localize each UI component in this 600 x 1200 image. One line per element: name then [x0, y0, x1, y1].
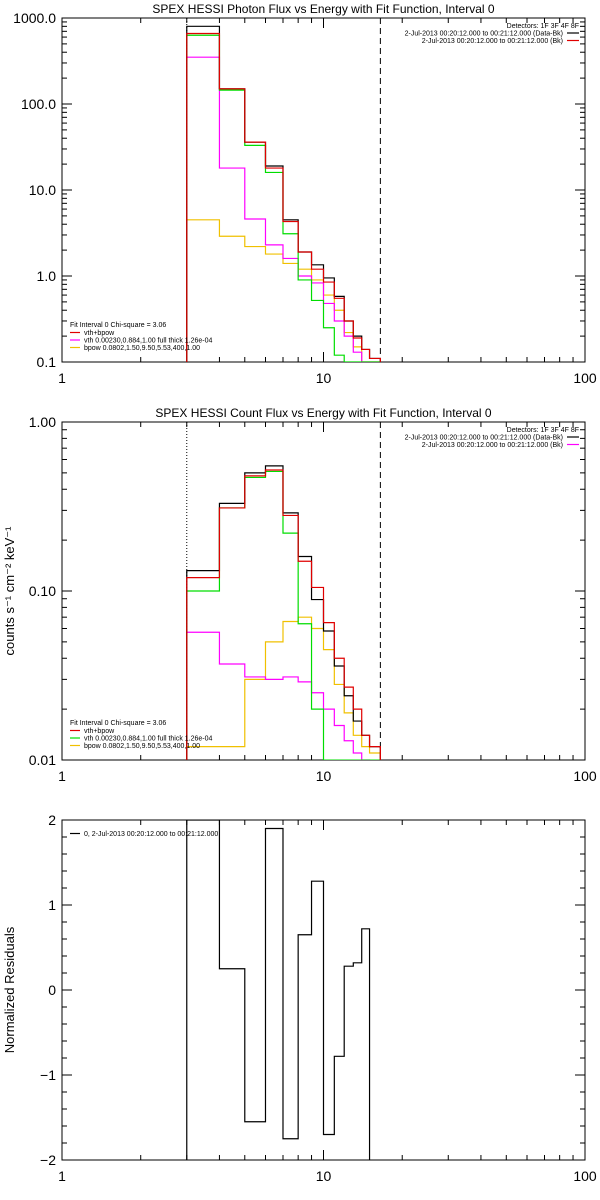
- legend-label: 2-Jul-2013 00:20:12.000 to 00:21:12.000 …: [422, 38, 563, 45]
- y-tick-label: 1: [48, 897, 56, 913]
- chart-title: SPEX HESSI Photon Flux vs Energy with Fi…: [152, 2, 494, 16]
- legend-label: bpow 0.0802,1.50,9.50,5.53,400,1.00: [84, 743, 200, 750]
- series-vth_bpow-histogram: [186, 32, 381, 362]
- series-group: [186, 465, 381, 760]
- x-tick-label: 100: [573, 768, 597, 784]
- x-tick-label: 100: [573, 1168, 597, 1184]
- x-tick-label: 10: [316, 1168, 332, 1184]
- chart-title: SPEX HESSI Count Flux vs Energy with Fit…: [155, 406, 491, 420]
- y-tick-label: 0.01: [29, 752, 56, 768]
- y-axis-label: Normalized Residuals: [2, 926, 17, 1053]
- series-yellow-histogram: [186, 616, 381, 760]
- legend-fit-header: Fit Interval 0 Chi-square = 3.06: [70, 720, 166, 727]
- x-tick-label: 1: [58, 768, 66, 784]
- y-tick-label: 1.00: [29, 414, 56, 430]
- legend-fit-header: Fit Interval 0 Chi-square = 3.06: [70, 322, 166, 329]
- y-tick-label: 10.0: [29, 182, 56, 198]
- legend-label: vth+bpow: [84, 728, 115, 735]
- series-vth-histogram: [186, 34, 381, 362]
- y-tick-label: 0.10: [29, 583, 56, 599]
- legend-label: 2-Jul-2013 00:20:12.000 to 00:21:12.000 …: [405, 31, 563, 38]
- photon-flux-panel: SPEX HESSI Photon Flux vs Energy with Fi…: [13, 2, 597, 386]
- x-tick-label: 100: [573, 370, 597, 386]
- legend-label: 2-Jul-2013 00:20:12.000 to 00:21:12.000 …: [405, 435, 563, 442]
- legend-label: vth+bpow: [84, 330, 115, 337]
- y-tick-label: −1: [40, 1067, 56, 1083]
- x-tick-label: 1: [58, 1168, 66, 1184]
- y-tick-label: 0.1: [37, 354, 57, 370]
- legend-detectors-header: Detectors: 1F 3F 4F 8F: [507, 427, 579, 434]
- y-tick-label: 1.0: [37, 268, 57, 284]
- y-tick-label: −2: [40, 1152, 56, 1168]
- legend-label: 2-Jul-2013 00:20:12.000 to 00:21:12.000 …: [422, 442, 563, 449]
- series-group: [186, 25, 381, 362]
- y-axis-label: counts s⁻¹ cm⁻² keV⁻¹: [2, 526, 17, 656]
- residuals-panel: 1 10 100 −2 −1 0 1 2 Normalized Residuals 0, 2-Ju…: [2, 812, 597, 1184]
- x-tick-label: 10: [316, 768, 332, 784]
- series-vth_bpow-histogram: [186, 469, 381, 760]
- series-group: [186, 820, 371, 1160]
- y-tick-label: 100.0: [21, 96, 56, 112]
- series-yellow-histogram: [186, 219, 381, 362]
- y-tick-label: 0: [48, 982, 56, 998]
- legend-label: vth 0.00230,0.884,1.00 full thick 1.26e-…: [84, 736, 213, 743]
- y-tick-label: 2: [48, 812, 56, 828]
- count-flux-panel: SPEX HESSI Count Flux vs Energy with Fit…: [2, 406, 597, 784]
- series-residuals-histogram: [186, 820, 371, 1160]
- y-tick-label: 1000.0: [13, 10, 56, 26]
- x-tick-label: 10: [316, 370, 332, 386]
- legend-label: bpow 0.0802,1.50,9.50,5.53,400,1.00: [84, 345, 200, 352]
- x-tick-label: 1: [58, 370, 66, 386]
- legend-label: vth 0.00230,0.884,1.00 full thick 1.26e-…: [84, 338, 213, 345]
- legend-label: 0, 2-Jul-2013 00:20:12.000 to 00:21:12.0…: [84, 831, 218, 838]
- legend-detectors-header: Detectors: 1F 3F 4F 8F: [507, 23, 579, 30]
